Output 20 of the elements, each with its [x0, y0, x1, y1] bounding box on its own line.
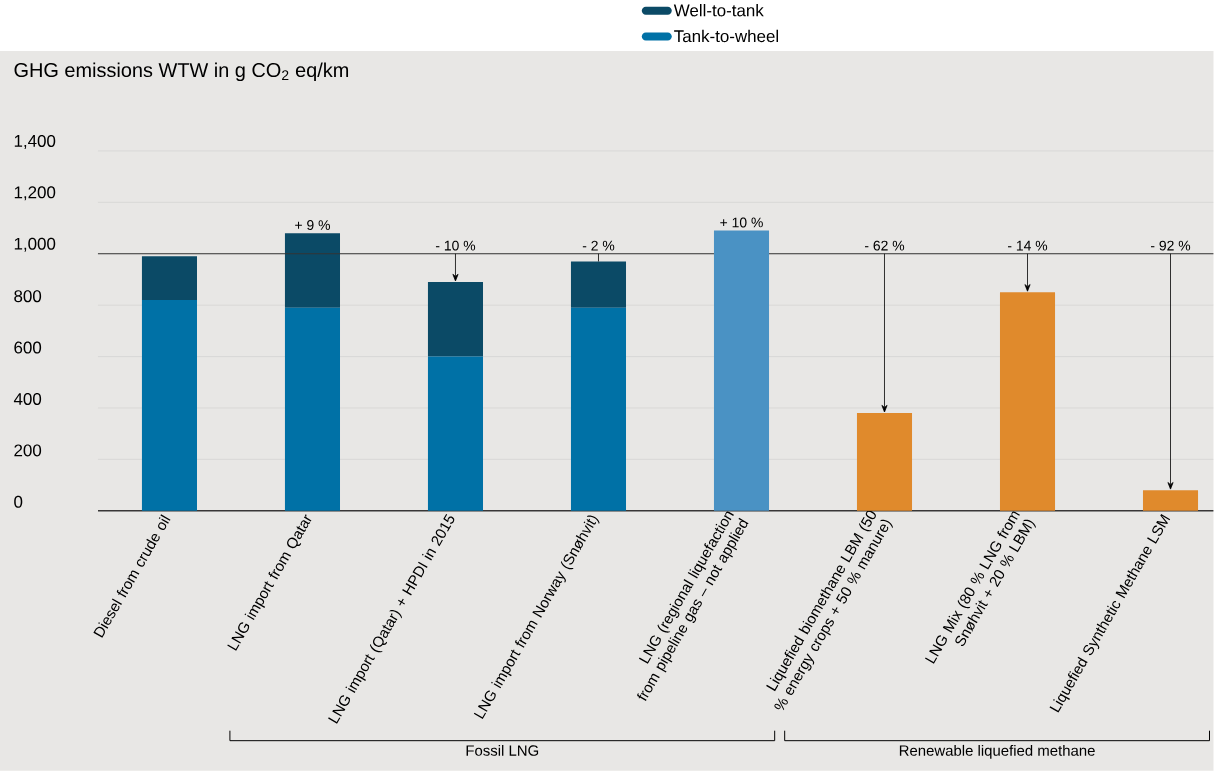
annotation: - 2 % — [582, 240, 615, 251]
y-tick-label: 1,200 — [14, 186, 56, 201]
y-tick-label: 1,000 — [14, 237, 56, 252]
y-tick-label: 1,400 — [14, 135, 56, 150]
y-tick-label: 800 — [14, 290, 42, 303]
chart-title: GHG emissions WTW in g CO$_{2}$ eq/km — [14, 62, 349, 82]
text: Renewable liquefied methane — [899, 745, 1095, 759]
legend-label: Well-to-tank — [673, 4, 764, 17]
y-tick-label: 0 — [14, 495, 23, 508]
y-tick-label: 200 — [14, 444, 42, 457]
annotation: - 14 % — [1007, 240, 1048, 251]
y-tick-label: 400 — [13, 393, 42, 406]
annotation: + 10 % — [720, 217, 763, 228]
legend-label: Tank-to-wheel — [674, 29, 779, 43]
y-tick-label: 600 — [14, 341, 42, 354]
annotation: + 9 % — [295, 220, 330, 231]
text: Fossil LNG — [466, 745, 539, 756]
annotation: - 10 % — [435, 240, 476, 251]
annotation: - 62 % — [864, 240, 905, 251]
annotation: - 92 % — [1150, 240, 1191, 251]
